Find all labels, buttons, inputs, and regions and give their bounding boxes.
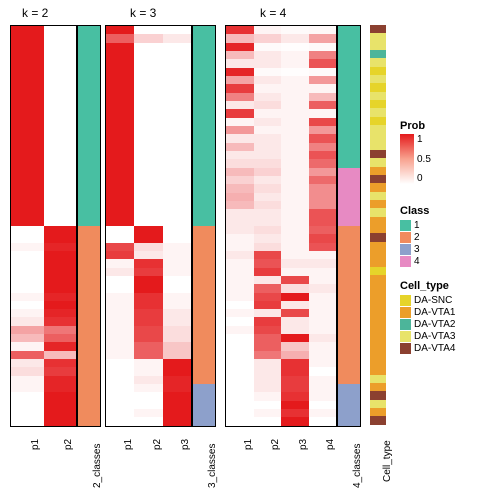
xlabel: p1 [243,439,254,450]
panel-title-k3: k = 3 [130,6,156,20]
class-strip-k2 [77,25,101,427]
class-strip-k3 [192,25,216,427]
legend-class: Class1234 [400,205,429,267]
xlabel: p3 [298,439,309,450]
xlabel: p3 [180,439,191,450]
celltype-strip-label: Cell_type [382,440,393,482]
xlabel: p4 [325,439,336,450]
xlabel: p1 [123,439,134,450]
legend-celltype: Cell_typeDA-SNCDA-VTA1DA-VTA2DA-VTA3DA-V… [400,280,456,354]
celltype-strip [370,25,386,425]
legend-prob: Prob10.50 [400,120,431,186]
heatmap-k3 [105,25,192,427]
xlabel: p2 [152,439,163,450]
class-strip-label: 4_classes [352,444,363,488]
panel-title-k4: k = 4 [260,6,286,20]
class-strip-k4 [337,25,361,427]
xlabel: p2 [63,439,74,450]
xlabel: p1 [30,439,41,450]
panel-title-k2: k = 2 [22,6,48,20]
class-strip-label: 2_classes [92,444,103,488]
heatmap-k4 [225,25,337,427]
class-strip-label: 3_classes [207,444,218,488]
heatmap-k2 [10,25,77,427]
xlabel: p2 [270,439,281,450]
